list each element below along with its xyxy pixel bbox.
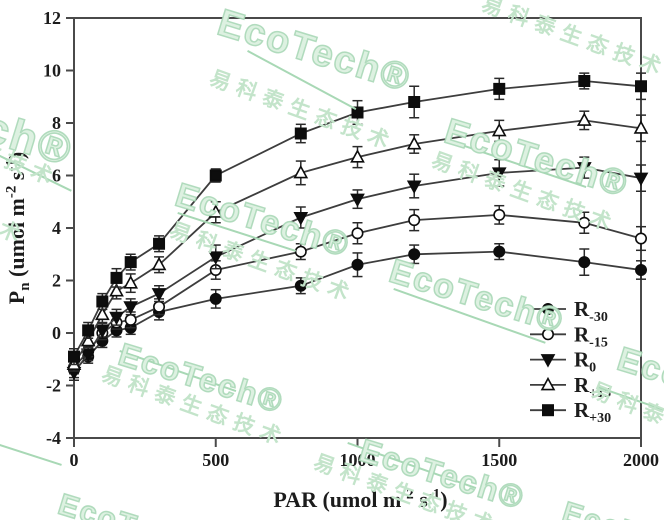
data-point-marker [153,237,166,250]
y-tick-label: -2 [46,376,61,396]
x-tick-label: 1000 [340,450,376,470]
data-point-marker [95,324,110,339]
x-tick-label: 500 [202,450,229,470]
data-point-marker [151,256,167,271]
data-point-marker [634,80,647,93]
x-tick-label: 2000 [623,450,659,470]
y-tick-label: 8 [52,113,61,133]
data-point-marker [634,232,647,245]
data-point-marker [408,248,421,261]
data-point-marker [80,332,96,347]
data-point-marker [293,164,309,179]
data-point-marker [110,271,123,284]
y-axis-title: Pn​ (umol m-2​ s-1​) [4,152,33,304]
data-point-marker [109,283,124,297]
data-point-marker [351,227,364,240]
data-point-marker [406,136,422,150]
data-point-marker [96,295,109,308]
data-point-marker [124,313,137,326]
legend-label-R-30: R-30 [574,297,608,325]
data-point-marker [123,301,139,315]
data-point-marker [351,106,364,119]
data-point-marker [541,328,554,341]
data-point-marker [82,324,95,337]
data-point-marker [633,120,649,134]
x-axis: 0 500 1000 1500 2000 [70,438,659,470]
y-tick-label: 10 [43,61,61,81]
legend-label-R-15: R-15 [574,322,608,350]
data-point-marker [493,208,506,221]
data-point-marker [124,256,137,269]
y-tick-label: 2 [52,271,61,291]
data-point-marker [493,245,506,258]
data-point-marker [151,288,167,302]
data-point-marker [294,245,307,258]
x-tick-label: 1500 [481,450,517,470]
data-point-marker [350,193,365,208]
y-tick-label: 6 [52,166,61,186]
data-point-marker [408,96,421,109]
data-point-marker [493,82,506,95]
data-point-marker [634,263,647,276]
data-point-marker [540,376,556,391]
data-point-marker [109,311,124,326]
legend-label-R+30: R+30 [574,398,611,426]
data-point-marker [633,172,649,187]
y-tick-label: -4 [46,428,61,448]
data-point-marker [351,258,364,271]
data-point-marker [578,256,591,269]
data-point-marker [541,302,554,315]
data-point-marker [208,204,224,218]
data-point-marker [293,212,309,226]
data-point-marker [153,300,166,313]
data-point-marker [209,169,222,182]
y-tick-label: 4 [52,218,61,238]
data-point-marker [294,127,307,140]
data-point-marker [541,404,554,417]
data-point-marker [68,350,81,363]
data-point-marker [576,112,592,126]
data-point-marker [578,75,591,88]
x-axis-title: PAR (umol m-2​ s-1​) [273,487,447,512]
data-point-marker [406,180,422,194]
data-point-marker [294,279,307,292]
y-tick-label: 12 [43,8,61,28]
series-R+30 [68,72,647,366]
data-point-marker [578,216,591,229]
y-axis: 12 10 8 6 4 2 0 -2 -4 [43,8,74,448]
x-tick-label: 0 [70,450,79,470]
legend-label-R+15: R+15 [574,373,611,401]
data-point-marker [95,306,110,321]
data-point-marker [208,251,224,265]
data-point-marker [123,275,139,289]
y-tick-label: 0 [52,323,61,343]
data-point-marker [408,214,421,227]
data-point-marker [491,122,507,137]
data-point-marker [80,348,96,362]
data-point-marker [540,354,556,368]
legend-label-R0: R0 [574,348,596,376]
data-point-marker [209,292,222,305]
data-point-marker [350,149,365,163]
